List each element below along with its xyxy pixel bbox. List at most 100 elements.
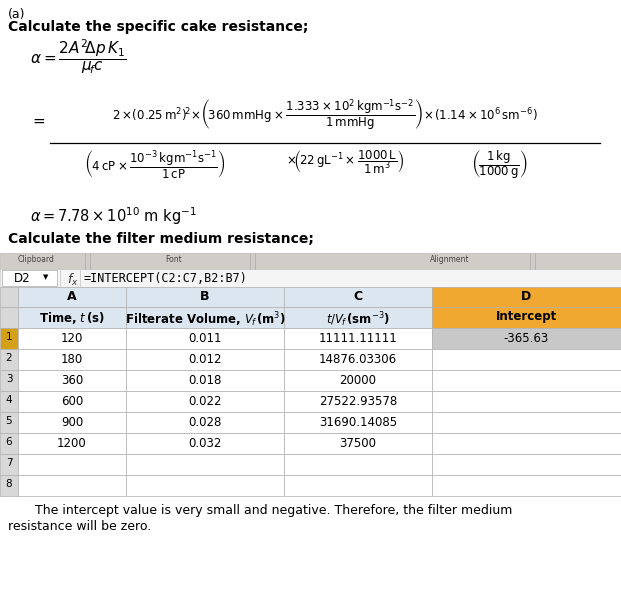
Text: 20000: 20000 [340, 374, 376, 387]
Bar [432, 391, 621, 412]
Bar [284, 475, 432, 496]
Bar [18, 328, 126, 349]
Bar [284, 287, 432, 307]
Text: 27522.93578: 27522.93578 [319, 395, 397, 408]
Text: Font: Font [165, 255, 182, 264]
Bar [2, 270, 57, 286]
Text: A: A [67, 290, 77, 303]
Text: =INTERCEPT(C2:C7,B2:B7): =INTERCEPT(C2:C7,B2:B7) [84, 272, 248, 285]
Text: $t/V_{\!f}\,$(sm$^{-3}$): $t/V_{\!f}\,$(sm$^{-3}$) [326, 310, 390, 329]
Text: The intercept value is very small and negative. Therefore, the filter medium: The intercept value is very small and ne… [35, 504, 512, 517]
Bar [126, 349, 284, 370]
Text: 11111.11111: 11111.11111 [319, 332, 397, 345]
Bar [126, 307, 284, 328]
Text: Alignment: Alignment [430, 255, 469, 264]
Bar [18, 349, 126, 370]
Text: Time, $t\,$(s): Time, $t\,$(s) [39, 310, 105, 326]
Text: $2\times\!\left(0.25\,\mathrm{m}^2\right)^{\!2}\!\times\!\left(\!360\,\mathrm{mm: $2\times\!\left(0.25\,\mathrm{m}^2\right… [112, 98, 538, 133]
Bar [432, 454, 621, 475]
Text: D2: D2 [14, 272, 30, 285]
Bar [126, 433, 284, 454]
Bar [18, 433, 126, 454]
Text: -365.63: -365.63 [504, 332, 549, 345]
Bar [126, 287, 284, 307]
Bar [18, 412, 126, 433]
Bar [0, 412, 18, 433]
Text: $=$: $=$ [30, 113, 46, 128]
Text: 0.022: 0.022 [188, 395, 222, 408]
Bar [0, 287, 18, 307]
Text: 0.018: 0.018 [188, 374, 222, 387]
Bar [18, 391, 126, 412]
Bar [432, 370, 621, 391]
Bar [126, 328, 284, 349]
Text: $\!\left(\dfrac{1\,\mathrm{kg}}{1000\,\mathrm{g}}\right)$: $\!\left(\dfrac{1\,\mathrm{kg}}{1000\,\m… [472, 148, 528, 181]
Bar [18, 370, 126, 391]
Bar [284, 412, 432, 433]
Bar [126, 412, 284, 433]
Bar [18, 287, 126, 307]
Text: 360: 360 [61, 374, 83, 387]
Bar [432, 349, 621, 370]
Bar [0, 349, 18, 370]
Bar [126, 475, 284, 496]
Text: Clipboard: Clipboard [18, 255, 55, 264]
Text: (a): (a) [8, 8, 25, 21]
Text: 7: 7 [6, 458, 12, 468]
Text: 4: 4 [6, 395, 12, 405]
Text: 0.012: 0.012 [188, 353, 222, 366]
Bar [0, 328, 18, 349]
Bar [0, 269, 621, 287]
Bar [0, 391, 18, 412]
Text: 0.011: 0.011 [188, 332, 222, 345]
Bar [432, 307, 621, 328]
Bar [432, 328, 621, 349]
Text: Calculate the filter medium resistance;: Calculate the filter medium resistance; [8, 232, 314, 246]
Text: 31690.14085: 31690.14085 [319, 416, 397, 429]
Text: C: C [353, 290, 363, 303]
Text: 600: 600 [61, 395, 83, 408]
Text: 14876.03306: 14876.03306 [319, 353, 397, 366]
Text: $\times\!\left(\!22\,\mathrm{gL}^{-1}\times\dfrac{1000\,\mathrm{L}}{1\,\mathrm{m: $\times\!\left(\!22\,\mathrm{gL}^{-1}\ti… [286, 148, 404, 176]
Text: 0.032: 0.032 [188, 437, 222, 450]
Bar [432, 475, 621, 496]
Text: 0.028: 0.028 [188, 416, 222, 429]
Bar [284, 454, 432, 475]
Text: 6: 6 [6, 437, 12, 447]
Text: B: B [200, 290, 210, 303]
Bar [432, 433, 621, 454]
Bar [18, 307, 126, 328]
Text: $\alpha =\dfrac{2A^2\!\Delta p\,K_1}{\mu_{\!f}c}$: $\alpha =\dfrac{2A^2\!\Delta p\,K_1}{\mu… [30, 38, 127, 76]
Bar [284, 391, 432, 412]
Text: 3: 3 [6, 374, 12, 384]
Bar [0, 253, 621, 269]
Text: $f_x$: $f_x$ [67, 272, 79, 288]
Bar [0, 475, 18, 496]
Bar [18, 454, 126, 475]
Text: Calculate the specific cake resistance;: Calculate the specific cake resistance; [8, 20, 309, 34]
Text: 900: 900 [61, 416, 83, 429]
Bar [284, 328, 432, 349]
Bar [126, 370, 284, 391]
Text: ▼: ▼ [43, 274, 48, 280]
Bar [0, 370, 18, 391]
Text: Filterate Volume, $V_{\!f}\,$(m$^3$): Filterate Volume, $V_{\!f}\,$(m$^3$) [125, 310, 286, 329]
Bar [0, 454, 18, 475]
Text: resistance will be zero.: resistance will be zero. [8, 520, 152, 533]
Bar [284, 433, 432, 454]
Bar [284, 349, 432, 370]
Text: 120: 120 [61, 332, 83, 345]
Text: 1: 1 [6, 332, 12, 342]
Bar [18, 475, 126, 496]
Text: 180: 180 [61, 353, 83, 366]
Text: 8: 8 [6, 479, 12, 489]
Text: $\alpha = 7.78\times10^{10}\ \mathrm{m\ kg}^{-1}$: $\alpha = 7.78\times10^{10}\ \mathrm{m\ … [30, 205, 197, 227]
Text: $\left(4\,\mathrm{cP}\times\dfrac{10^{-3}\,\mathrm{kgm}^{-1}\mathrm{s}^{-1}}{1\,: $\left(4\,\mathrm{cP}\times\dfrac{10^{-3… [84, 148, 225, 180]
Bar [432, 412, 621, 433]
Bar [284, 307, 432, 328]
Text: Intercept: Intercept [496, 310, 557, 323]
Bar [126, 454, 284, 475]
Bar [0, 433, 18, 454]
Bar [0, 307, 18, 328]
Bar [284, 370, 432, 391]
